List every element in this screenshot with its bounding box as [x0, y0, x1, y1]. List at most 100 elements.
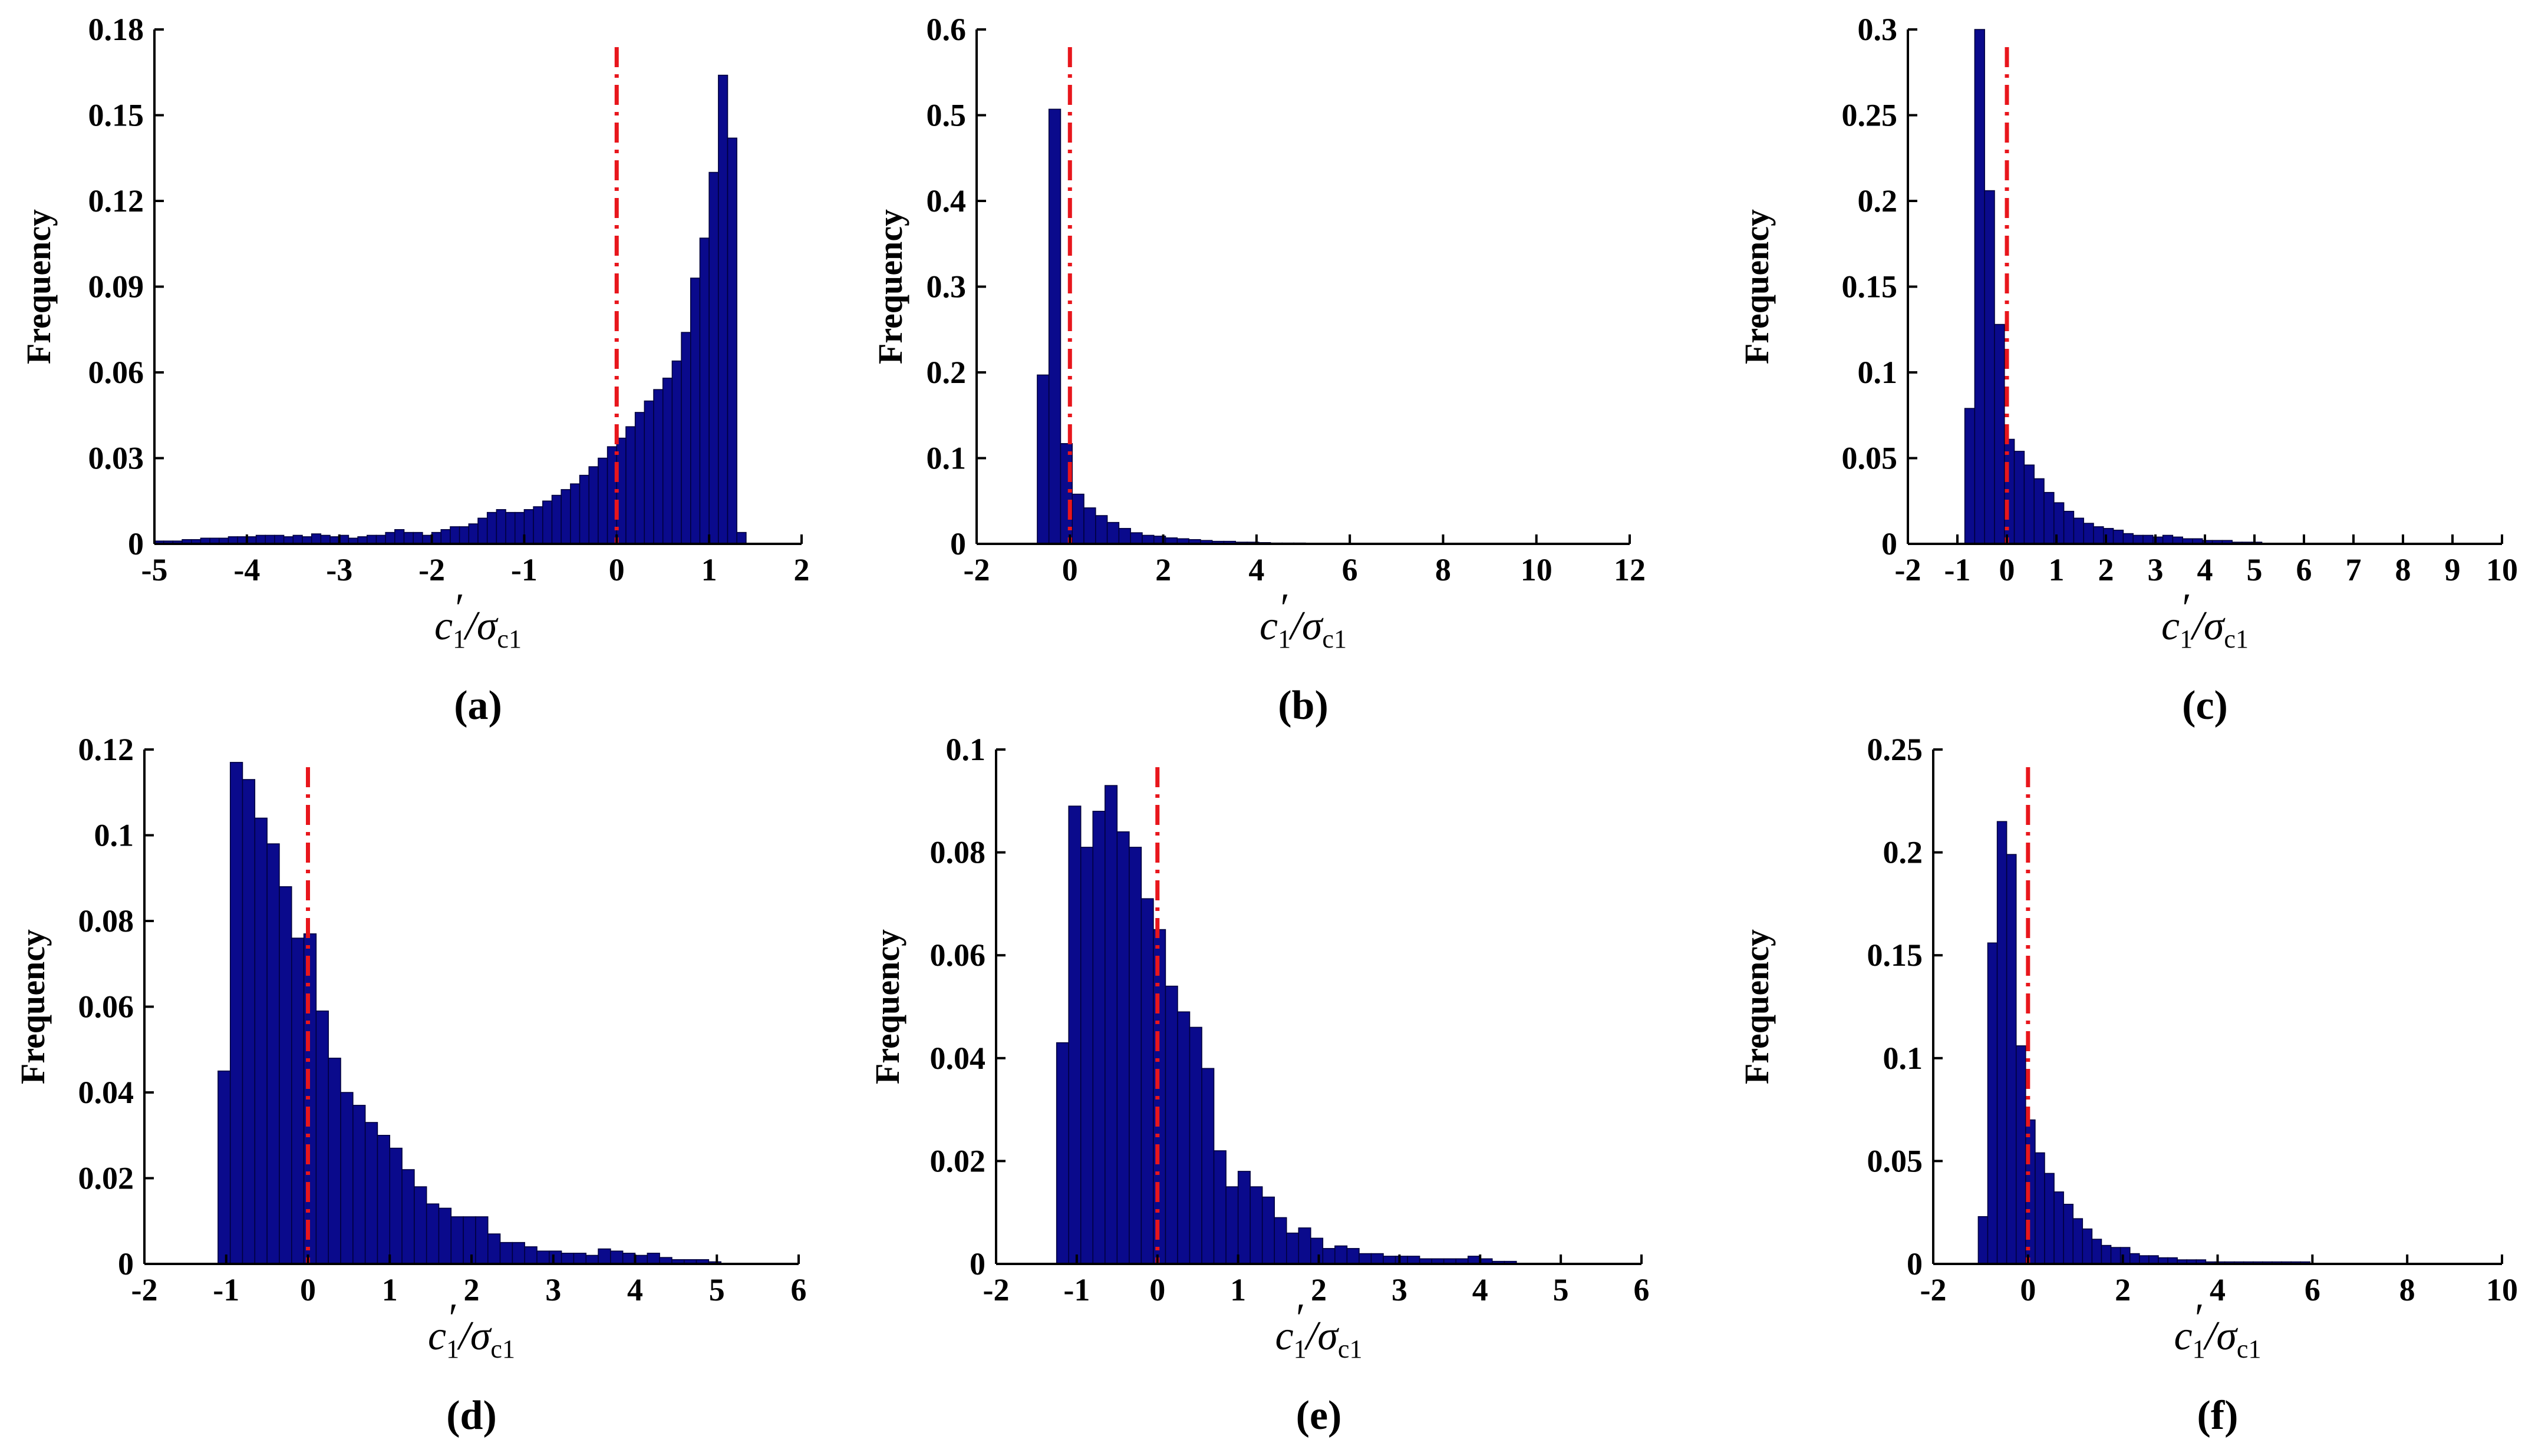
y-tick-label: 0.6: [927, 12, 967, 47]
bar: [394, 529, 405, 544]
y-tick-label: 0.3: [1858, 12, 1898, 47]
panel-caption: (a): [454, 683, 502, 728]
x-tick-label: 1: [1230, 1272, 1246, 1308]
bar: [551, 494, 562, 544]
x-tick-label: 4: [1248, 552, 1264, 587]
y-tick-label: 0.06: [78, 989, 134, 1025]
bar: [315, 1011, 329, 1264]
y-tick-label: 0.04: [78, 1075, 134, 1110]
bar: [579, 474, 589, 544]
bar: [403, 531, 414, 544]
y-tick-label: 0: [950, 526, 966, 562]
y-tick-label: 0.18: [88, 12, 144, 47]
bar: [468, 523, 479, 544]
x-tick-label: 2: [794, 552, 810, 587]
x-axis-title-part: c: [2174, 1313, 2193, 1359]
y-tick-label: 0: [1907, 1246, 1923, 1282]
bar: [718, 74, 728, 544]
x-tick-label: 6: [1342, 552, 1358, 587]
bar: [1177, 1011, 1191, 1264]
bar: [588, 466, 599, 544]
x-tick-label: -1: [1944, 552, 1971, 587]
x-tick-label: 3: [2148, 552, 2164, 587]
x-axis-title-part: /σ: [2203, 1313, 2238, 1359]
x-tick-label: 0: [1999, 552, 2015, 587]
y-tick-label: 0.2: [1858, 183, 1898, 219]
x-tick-label: 6: [1634, 1272, 1650, 1308]
bar: [1213, 1150, 1227, 1264]
x-axis-title-part: /σ: [1304, 1313, 1339, 1359]
bar: [524, 1246, 538, 1264]
x-axis-title-part: c1: [1322, 625, 1347, 653]
x-axis-title-part: c1: [490, 1335, 515, 1363]
x-axis-title: c1′/σc1: [2174, 1296, 2262, 1363]
y-axis-title: Frequency: [19, 209, 58, 364]
bar: [653, 389, 664, 544]
bar: [1092, 811, 1106, 1264]
bar: [1189, 1026, 1202, 1264]
x-axis-title: c1′/σc1: [428, 1296, 515, 1363]
bar: [1370, 1253, 1384, 1264]
bar: [401, 1169, 415, 1264]
bar: [2013, 451, 2025, 544]
x-tick-label: 0: [1149, 1272, 1165, 1308]
y-tick-label: 0.5: [927, 98, 967, 133]
x-axis-title-part: 1: [446, 1335, 459, 1363]
bar: [634, 412, 645, 544]
panel-b: -2 0 2 4 6 8 10 1200.10.20.30.40.50.6Frequencyc…: [871, 12, 1646, 728]
y-tick-label: 0.1: [1858, 355, 1898, 390]
bar: [1129, 847, 1142, 1264]
bar: [320, 534, 331, 544]
x-axis-title-part: c1: [2237, 1335, 2262, 1363]
x-axis-title-part: ′: [2180, 586, 2190, 631]
bar: [2006, 854, 2017, 1264]
x-tick-label: 9: [2445, 552, 2461, 587]
y-tick-label: 0.1: [1883, 1041, 1923, 1076]
bar: [1286, 1232, 1300, 1264]
bar: [561, 1253, 575, 1264]
x-axis-title-part: ′: [1278, 586, 1288, 631]
bar: [459, 526, 470, 544]
bar: [671, 360, 682, 544]
y-tick-label: 0.05: [1842, 441, 1898, 476]
bar: [2132, 534, 2144, 544]
x-tick-label: 0: [1062, 552, 1078, 587]
bar: [1080, 847, 1093, 1264]
x-tick-label: 5: [2247, 552, 2263, 587]
y-tick-label: 0.1: [927, 441, 967, 476]
x-axis-title: c1′/σc1: [1260, 586, 1347, 653]
y-tick-label: 0.05: [1867, 1143, 1923, 1178]
bar: [367, 534, 377, 544]
y-axis-title: Frequency: [14, 929, 52, 1084]
bar: [1274, 1217, 1287, 1264]
y-tick-label: 0: [970, 1246, 985, 1282]
bar: [2112, 529, 2124, 544]
bar: [699, 237, 710, 544]
bar: [311, 533, 322, 544]
x-axis-title-part: /σ: [463, 603, 498, 649]
x-axis-title-part: 1: [2193, 1335, 2206, 1363]
bar: [542, 500, 553, 544]
bar: [1261, 1196, 1275, 1264]
x-tick-label: 4: [2197, 552, 2213, 587]
bar: [217, 1070, 231, 1264]
bar: [1310, 1237, 1324, 1264]
y-tick-label: 0.12: [88, 183, 144, 219]
bar: [265, 534, 275, 544]
bar: [727, 137, 737, 544]
x-tick-label: 2: [2098, 552, 2114, 587]
bar: [1237, 1171, 1251, 1264]
x-axis-title-part: c: [1260, 603, 1278, 649]
x-axis-title-part: ′: [446, 1296, 456, 1341]
y-tick-label: 0.1: [946, 732, 986, 767]
bar: [377, 1135, 390, 1264]
bar: [1116, 831, 1130, 1264]
x-tick-label: 2: [1311, 1272, 1327, 1308]
bar: [440, 529, 451, 544]
bar: [1996, 821, 2007, 1264]
bar: [477, 517, 488, 544]
bar: [2072, 1218, 2084, 1264]
y-tick-label: 0.06: [88, 355, 144, 390]
bar: [450, 526, 460, 544]
bar: [2044, 1173, 2055, 1264]
